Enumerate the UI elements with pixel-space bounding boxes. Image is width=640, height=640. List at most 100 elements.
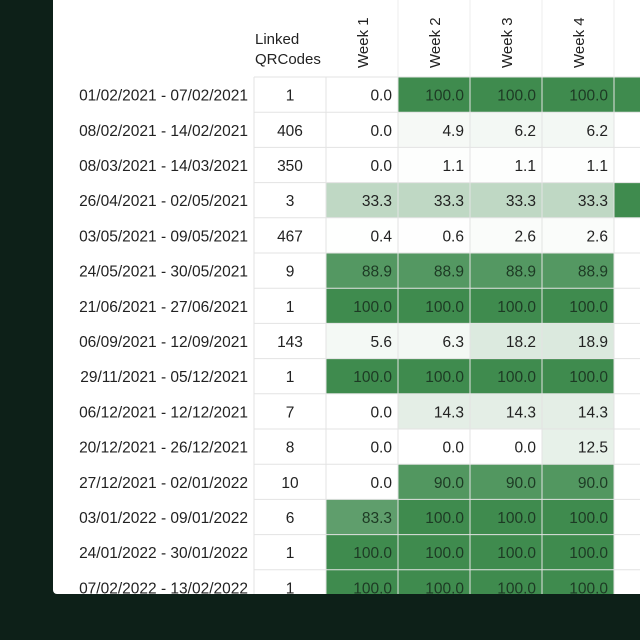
heatmap-cell-value: 6.2 xyxy=(514,123,536,140)
heatmap-cell xyxy=(542,569,614,594)
cohort-heatmap: Linked QRCodes Week 1 Week 2 Week 3 Week 4 0… xyxy=(79,0,640,594)
heatmap-cell-value: 6.3 xyxy=(442,334,464,351)
heatmap-cell-value: 100.0 xyxy=(497,88,536,105)
heatmap-cell xyxy=(398,429,470,465)
row-count-value: 7 xyxy=(286,404,295,421)
heatmap-cell xyxy=(398,288,470,324)
heatmap-cell-value: 100.0 xyxy=(425,580,464,594)
heatmap-cell xyxy=(326,429,398,465)
heatmap-cell-value: 0.0 xyxy=(370,440,392,457)
row-period-label: 29/11/2021 - 05/12/2021 xyxy=(80,369,248,386)
heatmap-cell xyxy=(470,182,542,218)
heatmap-cell-value: 0.0 xyxy=(442,440,464,457)
heatmap-cell-value: 88.9 xyxy=(362,264,392,281)
heatmap-cell-value: 100.0 xyxy=(425,369,464,386)
row-count-value: 1 xyxy=(286,580,295,594)
heatmap-cell-value: 100.0 xyxy=(497,299,536,316)
heatmap-cell-value: 33.3 xyxy=(362,193,392,210)
heatmap-cell xyxy=(542,253,614,289)
heatmap-cell-value: 90.0 xyxy=(578,475,609,492)
row-period-label: 21/06/2021 - 27/06/2021 xyxy=(79,299,248,316)
row-period-label: 03/01/2022 - 09/01/2022 xyxy=(79,510,248,527)
heatmap-cell xyxy=(542,499,614,535)
heatmap-cell xyxy=(542,182,614,218)
column-header-week: Week 4 xyxy=(571,17,588,68)
heatmap-cell xyxy=(542,288,614,324)
heatmap-cell-value: 100.0 xyxy=(425,510,464,527)
heatmap-cell-value: 100.0 xyxy=(353,299,392,316)
heatmap-cell xyxy=(542,358,614,394)
heatmap-cell xyxy=(470,77,542,113)
heatmap-cell-value: 100.0 xyxy=(569,369,608,386)
heatmap-cell-value: 18.9 xyxy=(578,334,608,351)
heatmap-cell-value: 18.2 xyxy=(506,334,536,351)
heatmap-cell xyxy=(398,323,470,359)
heatmap-cell-value: 83.3 xyxy=(362,510,392,527)
heatmap-cell-value: 100.0 xyxy=(569,88,608,105)
row-period-label: 08/03/2021 - 14/03/2021 xyxy=(79,158,248,175)
heatmap-cell xyxy=(326,147,398,183)
heatmap-cell-value: 1.1 xyxy=(514,158,536,175)
heatmap-cell-value: 88.9 xyxy=(434,264,464,281)
heatmap-cell-value: 0.0 xyxy=(370,88,392,105)
row-count-value: 9 xyxy=(286,264,295,281)
heatmap-cell xyxy=(542,534,614,570)
heatmap-cell xyxy=(542,464,614,500)
heatmap-cell xyxy=(470,429,542,465)
heatmap-cell xyxy=(398,217,470,253)
column-header-week: Week 1 xyxy=(355,17,372,68)
heatmap-cell-value: 100.0 xyxy=(569,545,608,562)
heatmap-cell-value: 33.3 xyxy=(506,193,536,210)
row-period-label: 08/02/2021 - 14/02/2021 xyxy=(79,123,248,140)
row-period-label: 24/05/2021 - 30/05/2021 xyxy=(79,264,248,281)
heatmap-cell-value: 0.0 xyxy=(370,404,392,421)
heatmap-edge-cell xyxy=(614,77,640,113)
row-period-label: 27/12/2021 - 02/01/2022 xyxy=(79,475,248,492)
row-count-value: 10 xyxy=(281,475,299,492)
heatmap-cell-value: 6.2 xyxy=(586,123,608,140)
heatmap-cell xyxy=(470,323,542,359)
heatmap-cell-value: 100.0 xyxy=(497,369,536,386)
heatmap-cell xyxy=(326,253,398,289)
heatmap-cell-value: 88.9 xyxy=(506,264,536,281)
heatmap-cell-value: 100.0 xyxy=(497,510,536,527)
heatmap-cell-value: 33.3 xyxy=(578,193,608,210)
heatmap-cell-value: 0.0 xyxy=(370,123,392,140)
row-count-value: 8 xyxy=(286,440,295,457)
heatmap-cell-value: 100.0 xyxy=(497,545,536,562)
row-period-label: 03/05/2021 - 09/05/2021 xyxy=(79,228,248,245)
row-count-value: 1 xyxy=(286,299,295,316)
cohort-table-panel: Linked QRCodes Week 1 Week 2 Week 3 Week 4 0… xyxy=(53,0,640,594)
heatmap-cell-value: 0.4 xyxy=(370,228,392,245)
heatmap-cell xyxy=(398,253,470,289)
heatmap-cell xyxy=(326,217,398,253)
row-count-value: 467 xyxy=(277,228,303,245)
heatmap-cell xyxy=(542,112,614,148)
heatmap-cell xyxy=(470,569,542,594)
heatmap-cell-value: 2.6 xyxy=(586,228,608,245)
row-count-value: 1 xyxy=(286,545,295,562)
heatmap-cell xyxy=(398,499,470,535)
row-count-value: 3 xyxy=(286,193,295,210)
heatmap-cell-value: 33.3 xyxy=(434,193,464,210)
heatmap-cell xyxy=(326,358,398,394)
heatmap-cell-value: 100.0 xyxy=(353,545,392,562)
heatmap-cell-value: 0.6 xyxy=(442,228,464,245)
heatmap-cell xyxy=(326,534,398,570)
heatmap-cell-value: 4.9 xyxy=(442,123,464,140)
row-period-label: 07/02/2022 - 13/02/2022 xyxy=(79,580,248,594)
heatmap-cell-value: 100.0 xyxy=(425,88,464,105)
row-period-label: 24/01/2022 - 30/01/2022 xyxy=(79,545,248,562)
row-count-value: 6 xyxy=(286,510,295,527)
heatmap-cell-value: 100.0 xyxy=(569,299,608,316)
heatmap-cell-value: 5.6 xyxy=(370,334,392,351)
heatmap-cell xyxy=(326,393,398,429)
heatmap-cell xyxy=(542,429,614,465)
heatmap-cell-value: 0.0 xyxy=(370,475,392,492)
row-period-label: 06/09/2021 - 12/09/2021 xyxy=(79,334,248,351)
heatmap-cell xyxy=(398,147,470,183)
heatmap-cell xyxy=(326,323,398,359)
row-count-value: 1 xyxy=(286,88,295,105)
heatmap-cell-value: 14.3 xyxy=(506,404,536,421)
heatmap-cell xyxy=(326,499,398,535)
